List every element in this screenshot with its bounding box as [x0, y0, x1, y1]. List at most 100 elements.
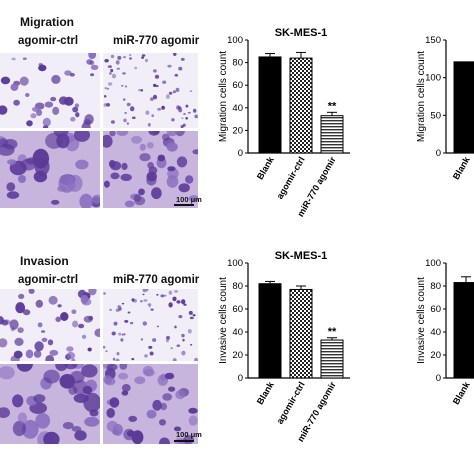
stained-cell [164, 372, 175, 380]
stained-cell [90, 64, 99, 70]
stained-cell [28, 289, 35, 294]
invasion-ctrl-top-image [0, 289, 100, 361]
migration-panel-title: Migration [20, 15, 74, 29]
stained-cell [175, 390, 186, 400]
stained-cell [160, 294, 165, 298]
stained-cell [25, 349, 34, 359]
stained-cell [188, 310, 193, 315]
stained-cell [173, 53, 177, 56]
stained-cell [112, 423, 123, 436]
invasion-col-label-ctrl: agomir-ctrl [18, 274, 79, 286]
stained-cell [167, 64, 172, 68]
stained-cell [0, 407, 10, 418]
stained-cell [126, 102, 131, 107]
stained-cell [71, 309, 77, 314]
invasion-agomir-bottom-image [103, 364, 198, 444]
stained-cell [58, 96, 69, 105]
stained-cell [43, 431, 60, 444]
stained-cell [121, 302, 125, 305]
y-tick-label: 20 [232, 350, 243, 361]
stained-cell [83, 392, 100, 413]
scale-bar [174, 204, 194, 206]
stained-cell [71, 426, 82, 432]
stained-cell [11, 57, 16, 61]
stained-cell [120, 338, 124, 342]
stained-cell [180, 57, 185, 61]
invasion-scale-bar-label: 100 μm [176, 430, 202, 439]
stained-cell [157, 108, 162, 111]
stained-cell [48, 295, 58, 305]
stained-cell [176, 344, 181, 347]
stained-cell [74, 430, 87, 441]
stained-cell [166, 131, 179, 137]
y-axis-label: Invasive cells count [416, 277, 427, 364]
stained-cell [168, 91, 173, 95]
stained-cell [167, 166, 176, 172]
stained-cell [89, 60, 95, 66]
stained-cell [118, 332, 122, 336]
stained-cell [44, 101, 54, 108]
stained-cell [6, 191, 20, 199]
stained-cell [87, 347, 92, 352]
stained-cell [88, 289, 97, 296]
stained-cell [172, 358, 177, 361]
stained-cell [157, 154, 166, 162]
stained-cell [81, 364, 98, 378]
stained-cell [126, 122, 129, 125]
stained-cell [192, 314, 196, 317]
stained-cell [111, 331, 116, 336]
migration-agomir-top-image [103, 53, 198, 128]
stained-cell [147, 123, 151, 127]
stained-cell [161, 105, 165, 110]
stained-cell [74, 131, 90, 142]
stained-cell [124, 85, 128, 88]
stained-cell [194, 114, 198, 119]
migration-agomir-bottom-image [103, 131, 198, 208]
stained-cell [147, 303, 152, 306]
stained-cell [103, 180, 110, 188]
stained-cell [121, 333, 124, 336]
stained-cell [141, 56, 145, 59]
y-axis-label: Migration cells count [218, 51, 229, 142]
stained-cell [151, 187, 162, 200]
stained-cell [153, 83, 157, 87]
x-category-label: Blank [255, 379, 276, 406]
stained-cell [110, 54, 115, 59]
stained-cell [180, 125, 184, 128]
stained-cell [116, 67, 120, 70]
bar-blank [453, 61, 474, 154]
stained-cell [78, 323, 85, 329]
stained-cell [81, 298, 92, 306]
stained-cell [181, 333, 185, 338]
stained-cell [35, 413, 51, 429]
stained-cell [26, 120, 33, 127]
stained-cell [172, 296, 177, 302]
stained-cell [168, 290, 173, 295]
stained-cell [104, 95, 107, 98]
stained-cell [103, 103, 107, 107]
chart-3: 0 20 40 60 80 100 Invasive cells count Blank [416, 258, 474, 406]
stained-cell [144, 354, 148, 358]
stained-cell [174, 325, 177, 329]
stained-cell [188, 195, 198, 202]
stained-cell [142, 365, 154, 376]
stained-cell [13, 350, 23, 359]
stained-cell [187, 111, 191, 114]
stained-cell [131, 358, 135, 361]
stained-cell [109, 397, 120, 408]
stained-cell [153, 69, 157, 73]
stained-cell [106, 364, 118, 371]
stained-cell [151, 114, 154, 118]
stained-cell [50, 96, 57, 102]
stained-cell [83, 315, 93, 323]
stained-cell [84, 416, 100, 427]
stained-cell [105, 103, 111, 107]
stained-cell [140, 300, 143, 303]
stained-cell [174, 290, 179, 293]
y-tick-label: 50 [430, 110, 441, 121]
invasion-col-label-agomir: miR-770 agomir [113, 274, 200, 286]
y-tick-label: 0 [238, 148, 243, 159]
stained-cell [130, 321, 134, 325]
stained-cell [56, 133, 70, 149]
stained-cell [104, 377, 116, 386]
